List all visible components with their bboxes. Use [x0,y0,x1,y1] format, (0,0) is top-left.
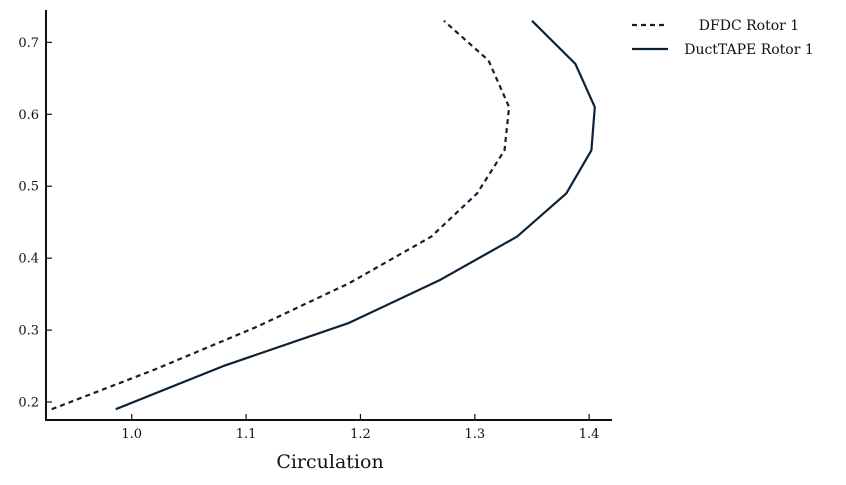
y-tick-label: 0.5 [18,180,39,195]
axes [45,10,612,421]
x-tick-label: 1.1 [236,427,257,442]
series-layer [51,19,596,411]
x-axis-ticks: 1.0 1.1 1.2 1.3 1.4 [121,414,599,442]
x-axis-title: Circulation [276,451,383,473]
y-tick-label: 0.4 [18,252,39,267]
y-axis-ticks: 0.2 0.3 0.4 0.5 0.6 0.7 [18,36,52,411]
x-tick-label: 1.4 [579,427,600,442]
x-tick-label: 1.3 [464,427,485,442]
series-line-dfdc-rotor-1 [51,19,511,411]
legend: DFDC Rotor 1 DuctTAPE Rotor 1 [632,18,814,58]
x-tick-label: 1.0 [121,427,142,442]
y-tick-label: 0.2 [18,396,39,411]
legend-label: DuctTAPE Rotor 1 [684,42,814,58]
legend-label: DFDC Rotor 1 [699,18,799,34]
x-tick-label: 1.2 [350,427,371,442]
series-line-ducttape-rotor-1 [115,20,596,411]
y-tick-label: 0.7 [18,36,39,51]
y-tick-label: 0.3 [18,324,39,339]
y-tick-label: 0.6 [18,108,39,123]
